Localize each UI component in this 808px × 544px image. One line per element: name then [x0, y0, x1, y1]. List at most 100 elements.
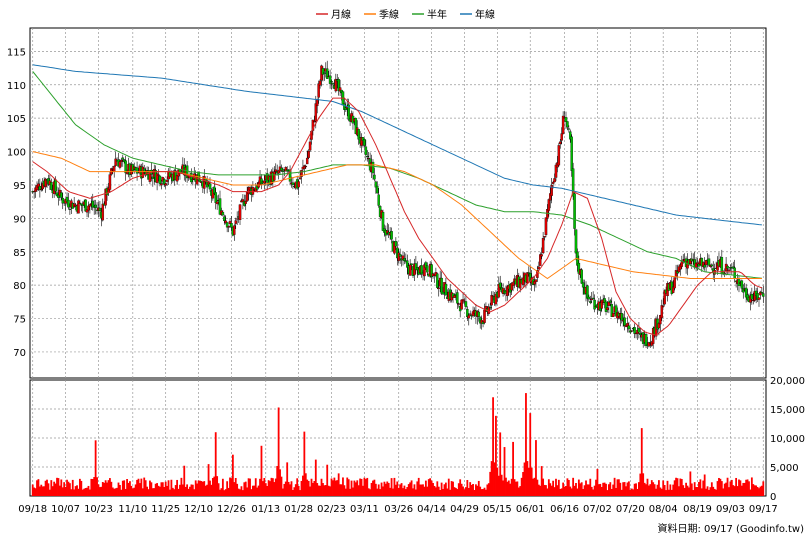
volume-bar [166, 485, 169, 496]
candle-body [363, 139, 366, 146]
candle-body [321, 68, 325, 75]
volume-bar [750, 477, 753, 496]
candle [390, 227, 393, 244]
volume-bar [536, 479, 539, 496]
candle-body [38, 186, 42, 190]
candle-body [230, 223, 233, 228]
volume-bar [74, 486, 77, 496]
volume-bar [189, 486, 191, 496]
candle-body [323, 72, 326, 74]
candle [175, 175, 179, 185]
candle-body [208, 183, 212, 190]
volume-bar [648, 485, 650, 496]
volume-bar [38, 486, 41, 496]
candle [550, 177, 553, 204]
volume-bar [370, 482, 373, 496]
candle-body [343, 103, 346, 110]
candle [238, 203, 242, 225]
candle-body [510, 283, 513, 291]
volume-bar [410, 480, 413, 496]
candle-body [497, 284, 501, 298]
candle-body [215, 201, 219, 205]
candle-body [364, 146, 368, 155]
volume-bar [50, 480, 53, 496]
x-tick-label: 10/07 [51, 504, 80, 515]
candle-body [331, 83, 335, 85]
candle-body [651, 328, 655, 344]
volume-bar [396, 481, 399, 496]
volume-bar [124, 488, 127, 496]
volume-bar [658, 480, 660, 496]
candle-body [533, 281, 536, 285]
volume-bar [43, 486, 46, 496]
volume-bar [269, 481, 271, 496]
volume-bar [595, 479, 597, 496]
candle-body [440, 277, 443, 294]
volume-bar [663, 485, 666, 496]
volume-bars [31, 393, 765, 496]
volume-bar [686, 485, 689, 496]
candle [406, 254, 409, 275]
volume-bar [362, 485, 364, 496]
volume-bar [678, 486, 680, 496]
volume-bar [725, 482, 728, 496]
candle-body [325, 68, 329, 79]
volume-bar [495, 415, 497, 496]
volume-bar [729, 481, 732, 496]
candle-body [574, 229, 578, 254]
candle [251, 181, 255, 198]
candle-body [581, 282, 585, 288]
volume-bar [109, 478, 111, 496]
volume-bar [690, 483, 693, 496]
volume-bar [241, 490, 244, 496]
volume-bar [720, 481, 723, 496]
volume-bar [412, 488, 414, 496]
volume-bar [167, 480, 170, 496]
volume-bar [120, 489, 123, 496]
volume-panel: 0 5,000 10,000 15,000 20,000 [29, 376, 805, 503]
candle [394, 237, 398, 251]
candle-body [260, 178, 263, 185]
volume-bar [475, 484, 477, 496]
volume-bar [347, 479, 350, 496]
volume-bar [36, 480, 38, 496]
candle-body [614, 305, 618, 317]
candle-body [560, 133, 563, 141]
volume-bar [695, 487, 697, 496]
volume-bar [264, 483, 267, 496]
candle [704, 260, 708, 273]
candle [484, 302, 488, 313]
candle-body [317, 83, 320, 98]
volume-bar [191, 484, 194, 496]
volume-bar [397, 487, 400, 496]
x-tick-label: 05/15 [483, 504, 512, 515]
candle-body [557, 145, 561, 166]
volume-bar [706, 486, 709, 496]
volume-bar [413, 484, 416, 496]
candle [549, 187, 552, 209]
volume-bar [131, 488, 134, 496]
candle [381, 209, 385, 232]
volume-bar [515, 481, 517, 496]
volume-bar [434, 487, 437, 496]
candle [424, 260, 428, 271]
volume-bar [497, 475, 500, 496]
volume-bar [159, 486, 161, 496]
volume-bar [616, 479, 619, 496]
candle [581, 279, 585, 295]
volume-bar [760, 485, 763, 496]
candle-body [570, 136, 573, 171]
volume-bar [502, 480, 504, 496]
candle-body [221, 211, 225, 216]
candle [373, 167, 376, 182]
candle-body [611, 312, 615, 317]
candle [694, 257, 698, 272]
candle [710, 263, 714, 271]
volume-bar [733, 486, 736, 496]
volume-bar [440, 482, 443, 496]
volume-bar [386, 481, 389, 496]
volume-bar [186, 484, 189, 496]
volume-bar [705, 488, 707, 496]
candle-body [78, 202, 82, 204]
volume-bar [312, 482, 314, 496]
